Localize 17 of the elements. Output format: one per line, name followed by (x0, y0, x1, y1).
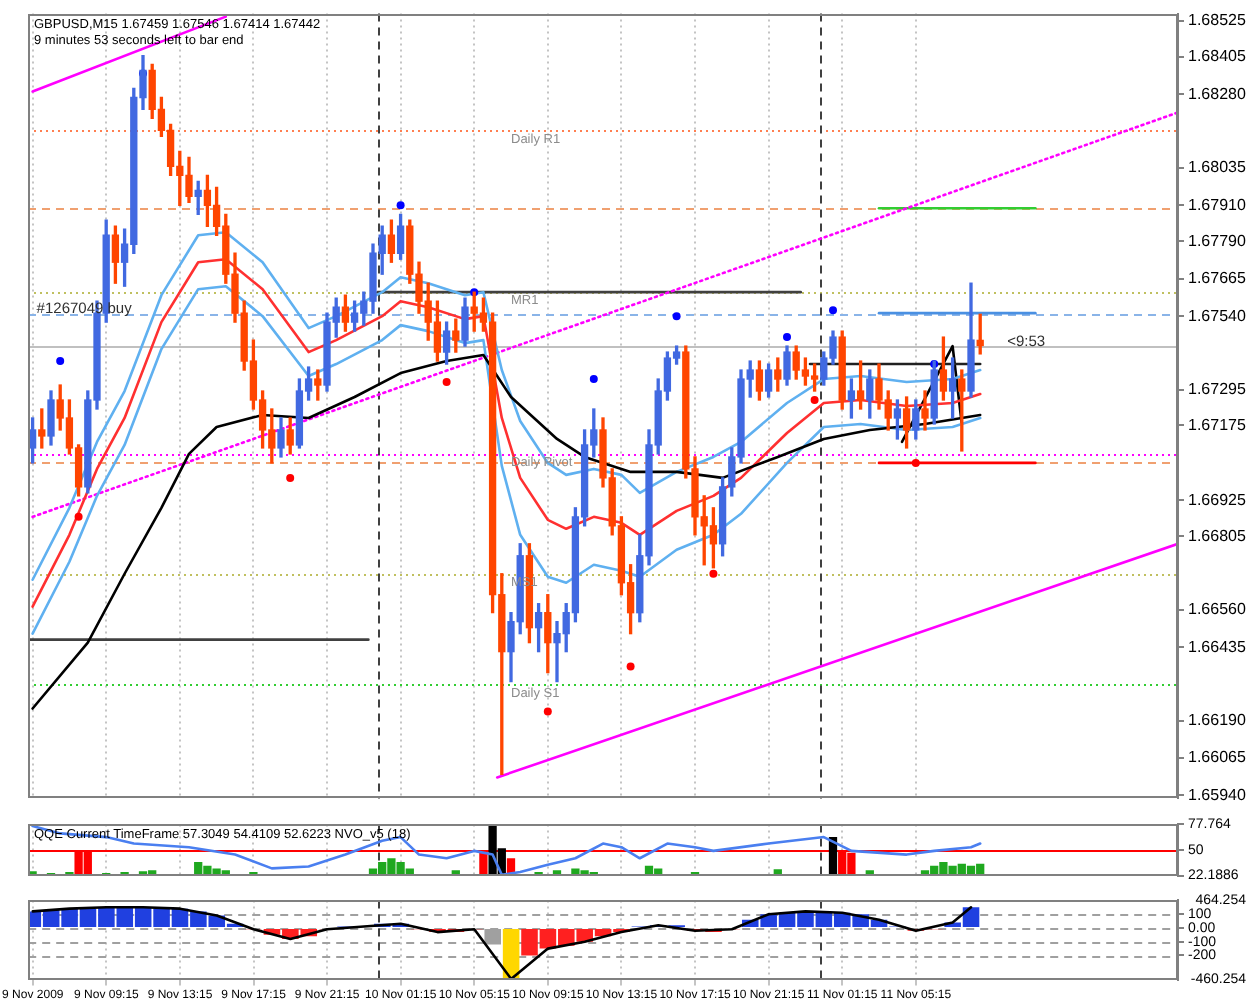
y-tick-label: 1.68035 (1188, 158, 1247, 177)
y-tick-label: 1.68525 (1188, 11, 1247, 30)
y-tick-label: 1.68280 (1188, 84, 1247, 103)
y-tick-label: 1.67540 (1188, 306, 1247, 325)
y-tick-label: 1.66065 (1188, 748, 1247, 767)
y-tick-label: 1.66560 (1188, 600, 1247, 619)
y-tick-label: 1.67910 (1188, 195, 1247, 214)
y-tick-label: 1.67295 (1188, 379, 1247, 398)
y-tick-label: 1.68405 (1188, 47, 1247, 66)
y-tick-label: 1.66925 (1188, 490, 1247, 509)
y-tick-label: 1.65940 (1188, 785, 1247, 804)
y-tick-label: 1.66805 (1188, 526, 1247, 545)
y-tick-label: 1.67665 (1188, 269, 1247, 288)
y-tick-label: 1.67175 (1188, 415, 1247, 434)
y-tick-label: 1.67790 (1188, 231, 1247, 250)
y-tick-label: 1.66435 (1188, 637, 1247, 656)
y-tick-label: 1.66190 (1188, 710, 1247, 729)
